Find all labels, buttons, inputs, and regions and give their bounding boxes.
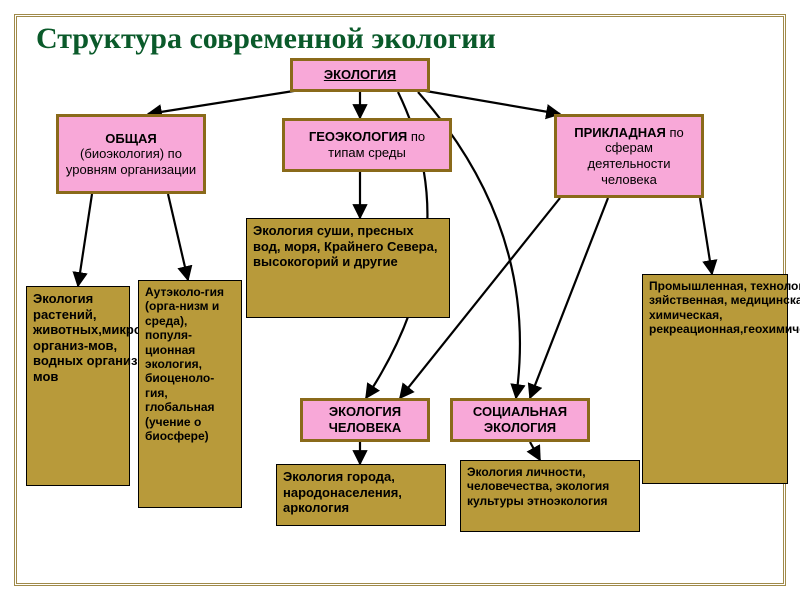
node-aut: Аутэколо-гия (орга-низм и среда), популя…	[138, 280, 242, 508]
node-geo: ГЕОЭКОЛОГИЯ по типам среды	[282, 118, 452, 172]
node-social: СОЦИАЛЬНАЯ ЭКОЛОГИЯ	[450, 398, 590, 442]
node-city: Экология города, народонаселения, арколо…	[276, 464, 446, 526]
node-land: Экология суши, пресных вод, моря, Крайне…	[246, 218, 450, 318]
node-industrial: Промышленная, технологическая, сельскохо…	[642, 274, 788, 484]
node-personality: Экология личности, человечества, экологи…	[460, 460, 640, 532]
node-general: ОБЩАЯ (биоэкология) по уровням организац…	[56, 114, 206, 194]
node-plants: Экология растений, животных,микро-органи…	[26, 286, 130, 486]
node-root: ЭКОЛОГИЯ	[290, 58, 430, 92]
slide-title: Структура современной экологии	[36, 22, 496, 55]
node-applied: ПРИКЛАДНАЯ по сферам деятельности челове…	[554, 114, 704, 198]
node-human: ЭКОЛОГИЯ ЧЕЛОВЕКА	[300, 398, 430, 442]
